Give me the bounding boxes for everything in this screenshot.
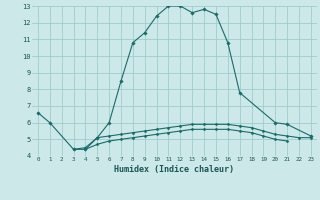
X-axis label: Humidex (Indice chaleur): Humidex (Indice chaleur): [115, 165, 234, 174]
